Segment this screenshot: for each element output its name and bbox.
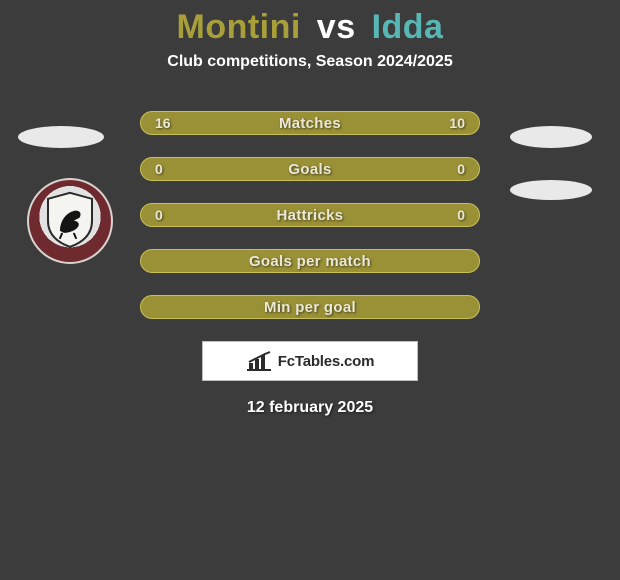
brand-logo-box: FcTables.com [202,341,418,381]
brand-text: FcTables.com [278,353,375,370]
club-badge-icon [27,178,113,264]
stat-value-left: 0 [155,207,163,223]
stat-row: Goals per match [140,249,480,273]
stat-row: Goals 0 0 [140,157,480,181]
ellipse-right-top-icon [510,126,592,148]
bar-chart-icon [246,351,272,371]
title-vs: vs [317,8,356,46]
shield-icon [44,191,96,249]
stat-label: Min per goal [264,299,356,316]
stat-value-right: 0 [457,161,465,177]
title-player2: Idda [372,8,444,46]
ellipse-right-bottom-icon [510,180,592,200]
stat-label: Matches [279,115,341,132]
subtitle: Club competitions, Season 2024/2025 [0,53,620,71]
ellipse-left-icon [18,126,104,148]
stat-row: Matches 16 10 [140,111,480,135]
stat-label: Hattricks [277,207,344,224]
stat-value-left: 0 [155,161,163,177]
stat-pill: Matches 16 10 [140,111,480,135]
stat-pill: Goals 0 0 [140,157,480,181]
stat-label: Goals [288,161,331,178]
title-player1: Montini [177,8,301,46]
stat-row: Hattricks 0 0 [140,203,480,227]
date-text: 12 february 2025 [0,399,620,417]
stat-pill: Hattricks 0 0 [140,203,480,227]
stat-value-right: 0 [457,207,465,223]
stat-pill: Min per goal [140,295,480,319]
stat-value-left: 16 [155,115,171,131]
page-title: Montini vs Idda [0,8,620,47]
stat-label: Goals per match [249,253,371,270]
stat-value-right: 10 [449,115,465,131]
stat-pill: Goals per match [140,249,480,273]
stat-row: Min per goal [140,295,480,319]
